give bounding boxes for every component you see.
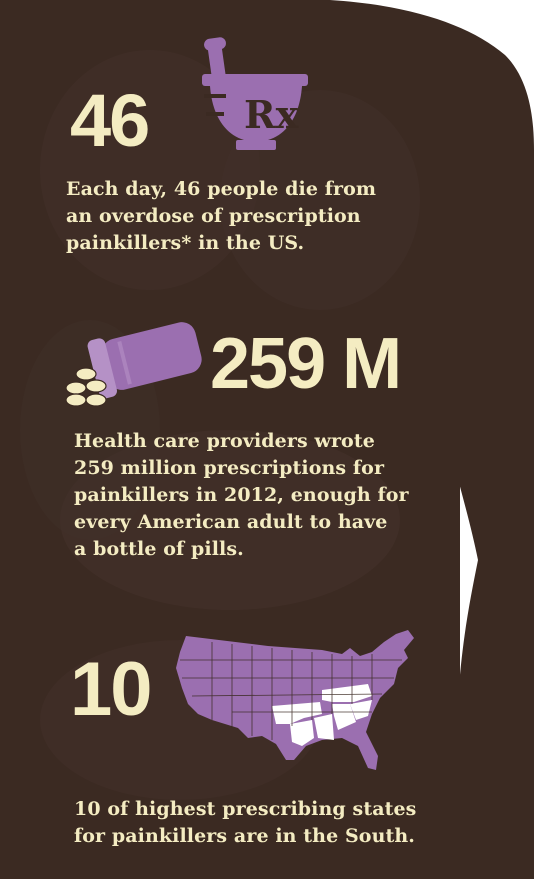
stat1-description: Each day, 46 people die from an overdose… <box>66 178 377 254</box>
us-map-icon <box>176 630 414 770</box>
mortar-pestle-rx-icon: Rx <box>202 37 308 150</box>
stat-number-46: 46 <box>70 79 150 162</box>
rx-label: Rx <box>244 92 299 137</box>
stat3-description: 10 of highest prescribing states for pai… <box>74 798 417 847</box>
stat-number-259m: 259 M <box>210 324 402 404</box>
stat-number-10: 10 <box>70 647 153 732</box>
spilled-pill-bottle-icon <box>65 322 202 407</box>
stat2-description: Health care providers wrote 259 million … <box>74 430 409 560</box>
